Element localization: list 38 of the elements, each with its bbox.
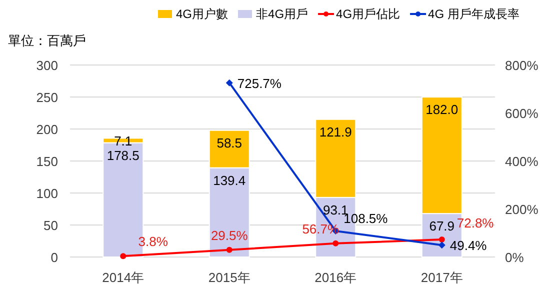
- y-tick-label: 50: [44, 218, 58, 233]
- x-tick-label: 2014年: [102, 270, 144, 285]
- y-tick-label: 200: [36, 122, 58, 137]
- y-tick-label: 0: [50, 250, 58, 265]
- data-label: 72.8%: [456, 216, 494, 231]
- data-label: 178.5: [106, 148, 140, 163]
- y2-tick-label: 600%: [505, 106, 539, 121]
- legend-label: 4G用户數: [176, 7, 228, 21]
- x-tick-label: 2017年: [420, 270, 463, 285]
- point: [226, 79, 233, 86]
- y2-tick-label: 200%: [505, 202, 539, 217]
- y-tick-label: 300: [36, 58, 58, 73]
- y2-tick-label: 0%: [505, 250, 524, 265]
- y2-tick-label: 800%: [505, 58, 539, 73]
- legend-label: 4G用戶佔比: [336, 7, 400, 21]
- point: [226, 246, 232, 253]
- data-label: 725.7%: [237, 76, 282, 91]
- y2-tick-label: 400%: [505, 154, 539, 169]
- y-axis-title: 單位：百萬戶: [8, 33, 86, 48]
- data-label: 3.8%: [138, 234, 168, 250]
- data-label: 49.4%: [450, 238, 488, 254]
- point: [438, 242, 446, 249]
- x-tick-label: 2016年: [314, 270, 357, 285]
- point: [120, 253, 126, 260]
- data-label: 29.5%: [210, 228, 248, 243]
- y-tick-label: 100: [36, 186, 58, 201]
- point: [332, 240, 339, 246]
- data-label: 139.4: [213, 172, 246, 188]
- x-tick-label: 2015年: [208, 270, 250, 285]
- y-tick-label: 250: [36, 90, 58, 105]
- data-label: 58.5: [216, 135, 242, 150]
- legend-label: 非4G用戶: [256, 7, 308, 21]
- data-label: 182.0: [426, 102, 458, 118]
- data-label: 121.9: [319, 124, 352, 140]
- data-label: 67.9: [429, 218, 455, 234]
- point: [438, 236, 445, 243]
- legend-label: 4G 用戶年成長率: [428, 7, 520, 21]
- y-tick-label: 150: [36, 154, 58, 169]
